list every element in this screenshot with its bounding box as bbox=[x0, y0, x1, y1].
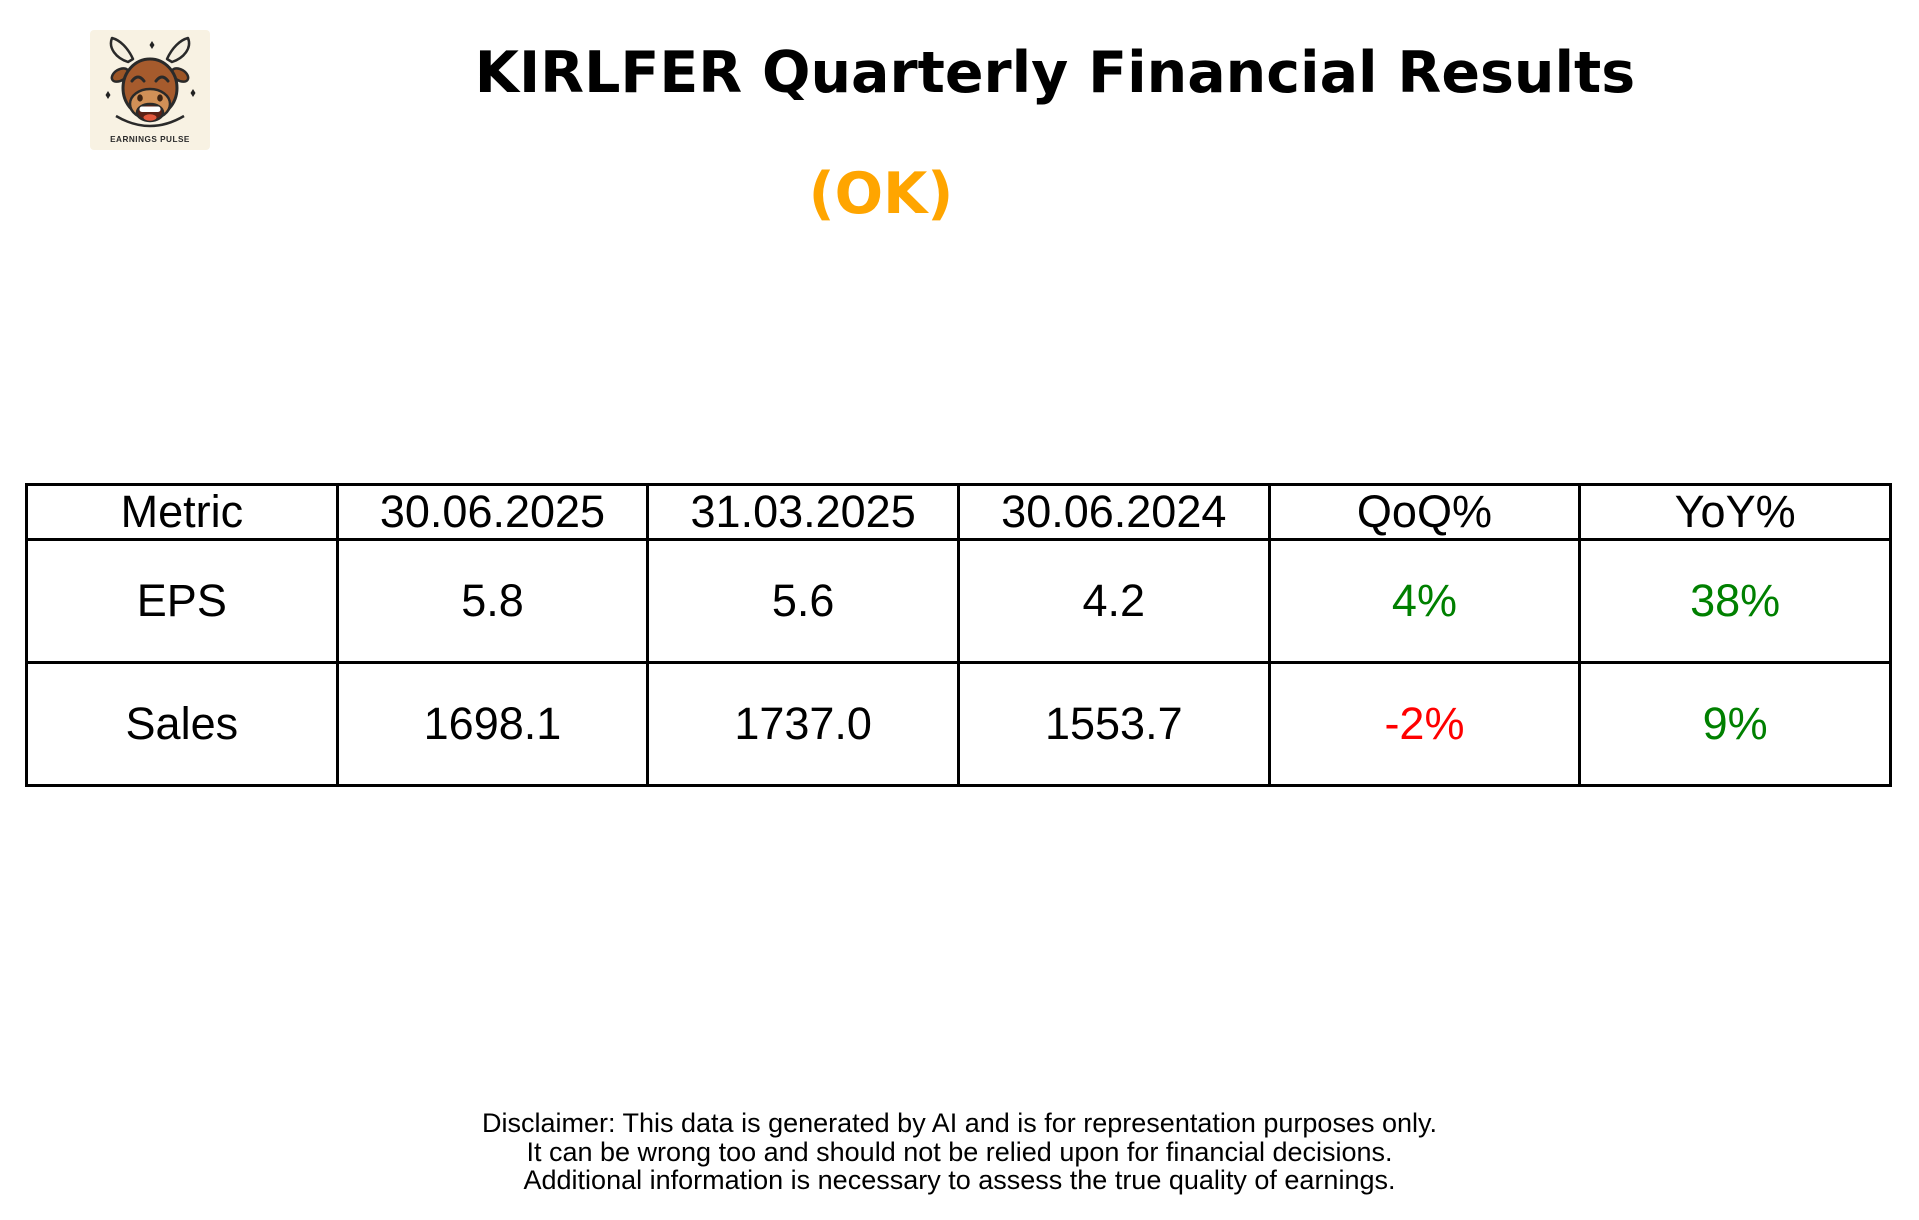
cell-value: 5.8 bbox=[335, 538, 650, 664]
col-header-qoq: QoQ% bbox=[1267, 483, 1582, 541]
bull-horn-left bbox=[109, 36, 135, 64]
cell-metric: Sales bbox=[25, 661, 339, 787]
col-header-current-quarter: 30.06.2025 bbox=[335, 483, 650, 541]
verdict-badge: (OK) bbox=[808, 161, 954, 227]
sparkle-icon bbox=[149, 41, 155, 49]
table-row-eps: EPS 5.8 5.6 4.2 4% 38% bbox=[25, 538, 1892, 664]
table-header-row: Metric 30.06.2025 31.03.2025 30.06.2024 … bbox=[25, 483, 1892, 541]
bull-eye-left bbox=[130, 75, 146, 83]
page-title: KIRLFER Quarterly Financial Results bbox=[474, 40, 1636, 106]
col-header-prev-quarter: 31.03.2025 bbox=[646, 483, 960, 541]
cell-value: 1553.7 bbox=[956, 661, 1271, 787]
cell-value: 1698.1 bbox=[335, 661, 650, 787]
col-header-yoy: YoY% bbox=[1578, 483, 1892, 541]
disclaimer: Disclaimer: This data is generated by AI… bbox=[0, 1109, 1919, 1195]
earnings-pulse-logo: EARNINGS PULSE bbox=[90, 30, 210, 150]
cell-qoq-change: 4% bbox=[1267, 538, 1582, 664]
bull-teeth bbox=[139, 106, 161, 112]
cell-value: 4.2 bbox=[956, 538, 1271, 664]
cell-yoy-change: 9% bbox=[1578, 661, 1892, 787]
bull-eye-right bbox=[154, 75, 170, 83]
cell-metric: EPS bbox=[25, 538, 339, 664]
financial-results-table: Metric 30.06.2025 31.03.2025 30.06.2024 … bbox=[25, 483, 1892, 787]
cell-qoq-change: -2% bbox=[1267, 661, 1582, 787]
bull-tongue bbox=[143, 114, 157, 121]
disclaimer-line: It can be wrong too and should not be re… bbox=[526, 1136, 1393, 1167]
bull-nostril-right bbox=[157, 94, 163, 102]
bull-body-line bbox=[115, 114, 185, 128]
col-header-year-ago-quarter: 30.06.2024 bbox=[956, 483, 1271, 541]
bull-nostril-left bbox=[137, 94, 143, 102]
col-header-metric: Metric bbox=[25, 483, 339, 541]
sparkle-icon bbox=[190, 89, 196, 97]
logo-caption: EARNINGS PULSE bbox=[110, 135, 190, 144]
cell-value: 1737.0 bbox=[646, 661, 960, 787]
bull-horn-right bbox=[165, 36, 191, 64]
disclaimer-line: Additional information is necessary to a… bbox=[523, 1165, 1396, 1196]
cell-value: 5.6 bbox=[646, 538, 960, 664]
sparkle-icon bbox=[105, 91, 111, 99]
cell-yoy-change: 38% bbox=[1578, 538, 1892, 664]
table-row-sales: Sales 1698.1 1737.0 1553.7 -2% 9% bbox=[25, 661, 1892, 787]
disclaimer-line: Disclaimer: This data is generated by AI… bbox=[481, 1108, 1437, 1138]
